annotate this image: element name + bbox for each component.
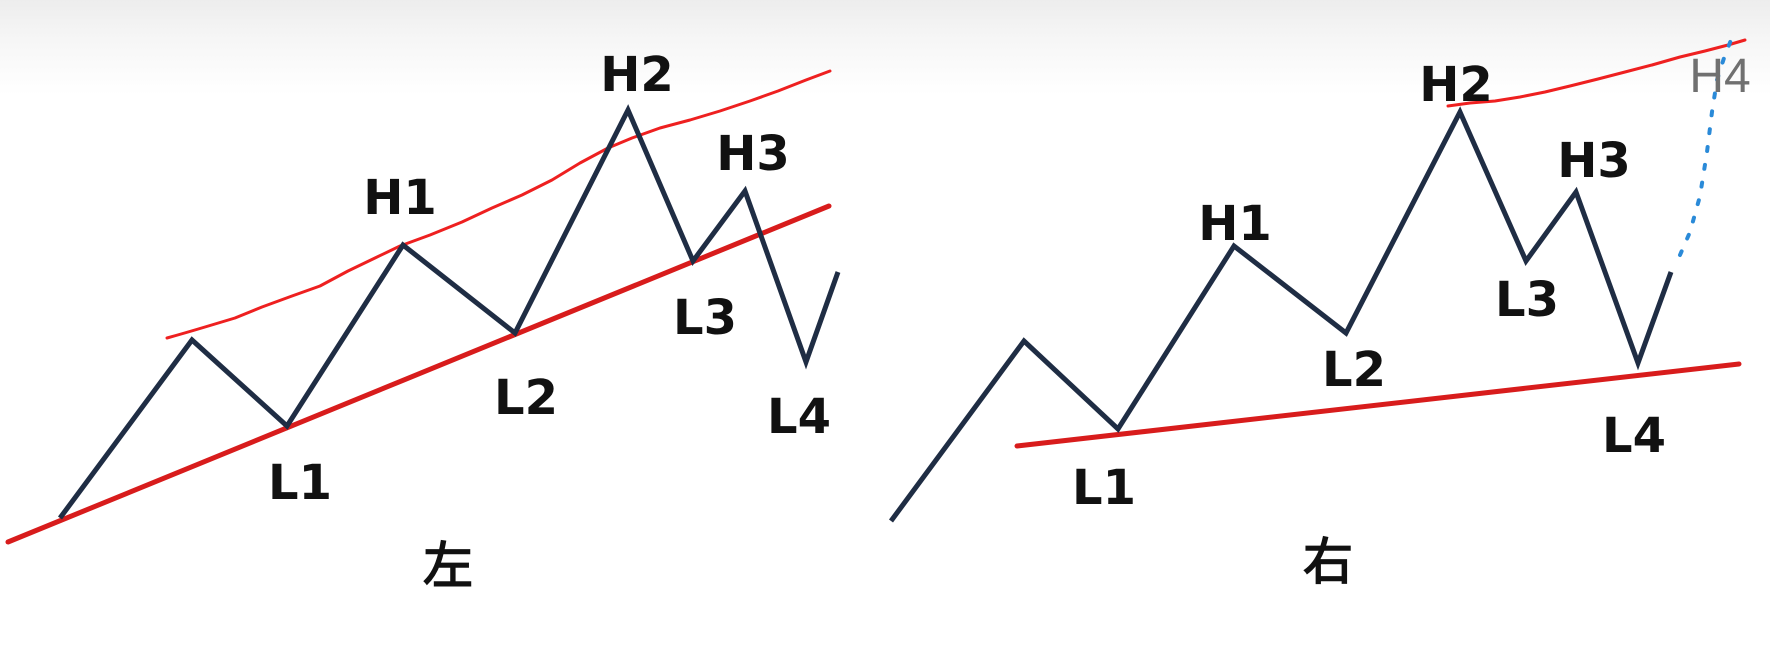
right-label-l2: L2 — [1322, 342, 1386, 398]
right-label-h2: H2 — [1419, 57, 1493, 113]
right-high-sketch-line — [1446, 38, 1747, 108]
right-support-trendline — [1014, 361, 1742, 449]
left-label-h1: H1 — [363, 170, 437, 226]
right-caption: 右 — [1303, 533, 1353, 591]
right-label-h3: H3 — [1557, 133, 1631, 189]
right-projection-dotted-line — [1678, 38, 1733, 257]
left-caption: 左 — [423, 537, 473, 595]
left-label-l2: L2 — [494, 370, 558, 426]
left-panel: H1 H2 H3 L1 L2 L3 L4 左 — [5, 47, 841, 595]
right-label-h1: H1 — [1198, 196, 1272, 252]
left-price-path — [57, 104, 841, 520]
left-high-sketch-line — [165, 69, 832, 340]
right-panel: H1 H2 H3 L1 L2 L3 L4 H4 右 — [888, 38, 1751, 591]
left-label-h3: H3 — [716, 126, 790, 182]
right-label-l1: L1 — [1072, 460, 1136, 516]
right-label-l4: L4 — [1602, 408, 1666, 464]
left-label-l3: L3 — [673, 290, 737, 346]
left-label-h2: H2 — [600, 47, 674, 103]
right-label-l3: L3 — [1495, 272, 1559, 328]
left-label-l4: L4 — [767, 389, 831, 445]
right-price-path — [888, 106, 1674, 523]
right-annotation-h4: H4 — [1689, 50, 1750, 103]
left-label-l1: L1 — [268, 455, 332, 511]
